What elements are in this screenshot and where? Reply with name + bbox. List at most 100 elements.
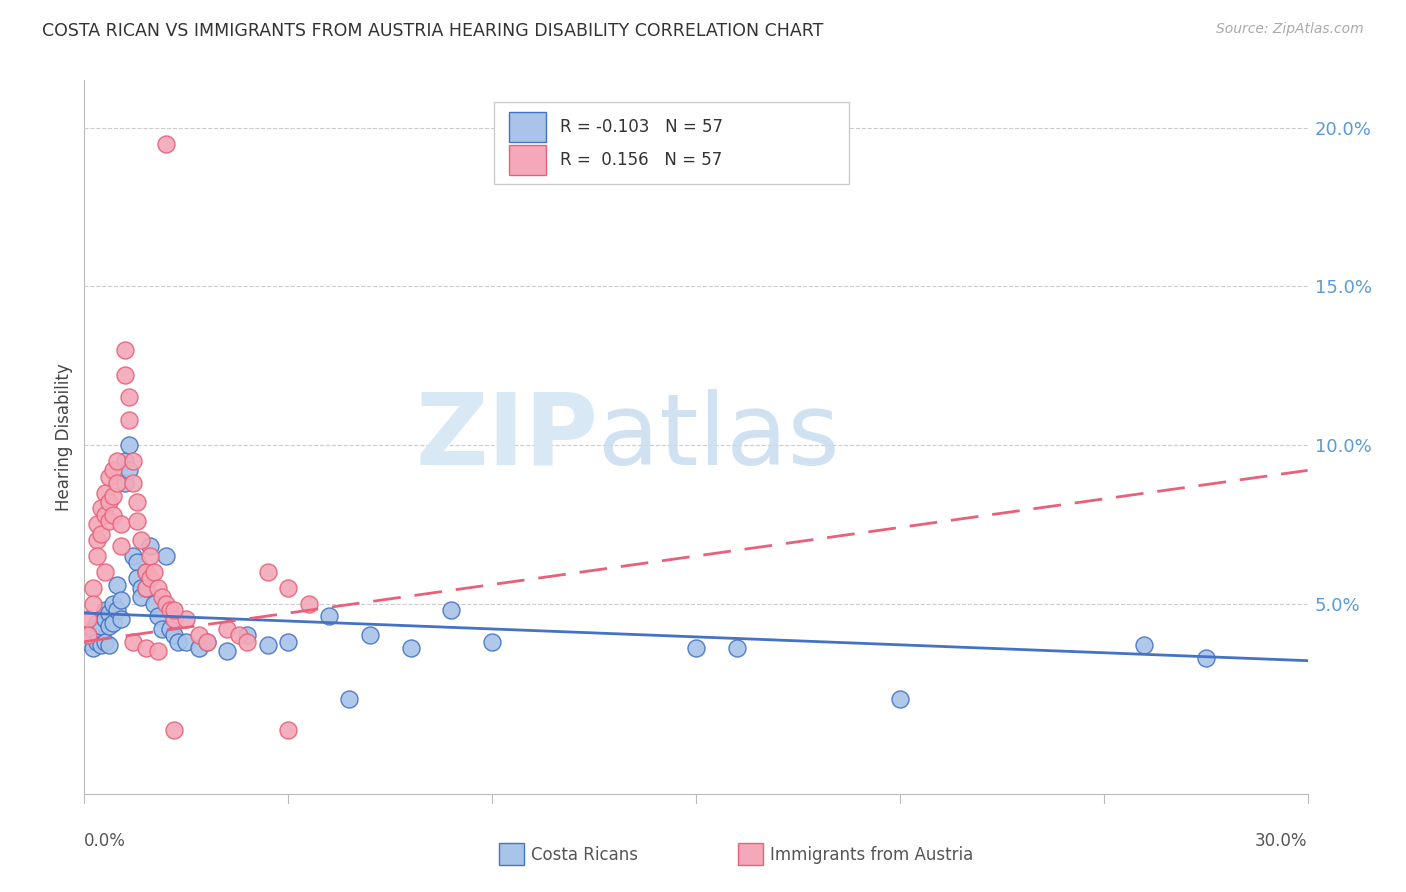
Point xyxy=(298,597,321,611)
Point xyxy=(110,612,132,626)
Point xyxy=(187,640,209,655)
Point xyxy=(440,603,463,617)
Point xyxy=(114,454,136,468)
Point xyxy=(93,603,117,617)
Point xyxy=(90,619,112,633)
Point xyxy=(195,634,218,648)
Point xyxy=(86,517,108,532)
Point xyxy=(228,628,250,642)
Point xyxy=(481,634,503,648)
Text: COSTA RICAN VS IMMIGRANTS FROM AUSTRIA HEARING DISABILITY CORRELATION CHART: COSTA RICAN VS IMMIGRANTS FROM AUSTRIA H… xyxy=(42,22,824,40)
Point xyxy=(101,508,124,522)
Text: ZIP: ZIP xyxy=(415,389,598,485)
Point xyxy=(399,640,422,655)
Point xyxy=(97,495,120,509)
Point xyxy=(217,622,239,636)
Point xyxy=(176,634,198,648)
Point xyxy=(167,634,190,648)
Text: 30.0%: 30.0% xyxy=(1256,832,1308,850)
Point xyxy=(118,463,141,477)
Point xyxy=(155,597,177,611)
Point xyxy=(114,343,136,357)
Point xyxy=(159,622,181,636)
Point xyxy=(110,593,132,607)
Point xyxy=(77,628,100,642)
Point xyxy=(127,571,149,585)
Y-axis label: Hearing Disability: Hearing Disability xyxy=(55,363,73,511)
Point xyxy=(114,476,136,491)
Point xyxy=(77,634,100,648)
Point xyxy=(685,640,707,655)
Point xyxy=(135,581,157,595)
Point xyxy=(93,508,117,522)
Point xyxy=(236,628,259,642)
Point xyxy=(163,612,186,626)
Point xyxy=(101,615,124,630)
Point xyxy=(97,469,120,483)
Point xyxy=(93,565,117,579)
Point xyxy=(236,634,259,648)
Point xyxy=(257,638,280,652)
Point xyxy=(217,644,239,658)
Point xyxy=(1133,638,1156,652)
Point xyxy=(97,619,120,633)
Point xyxy=(155,549,177,563)
Text: Immigrants from Austria: Immigrants from Austria xyxy=(770,846,974,863)
Point xyxy=(163,603,186,617)
Point xyxy=(146,609,169,624)
Point xyxy=(127,495,149,509)
Point xyxy=(97,606,120,620)
Point xyxy=(105,454,128,468)
Point xyxy=(86,549,108,563)
Point xyxy=(725,640,748,655)
Point xyxy=(86,634,108,648)
FancyBboxPatch shape xyxy=(494,102,849,184)
Point xyxy=(889,691,911,706)
Point xyxy=(82,597,104,611)
Point xyxy=(93,485,117,500)
Point xyxy=(90,638,112,652)
Point xyxy=(90,501,112,516)
Point xyxy=(93,634,117,648)
Point xyxy=(114,368,136,383)
Point xyxy=(138,540,160,554)
Point xyxy=(163,723,186,738)
Text: atlas: atlas xyxy=(598,389,839,485)
Point xyxy=(150,622,173,636)
Point xyxy=(135,581,157,595)
Point xyxy=(359,628,381,642)
Point xyxy=(127,555,149,569)
Point xyxy=(1195,650,1218,665)
Point xyxy=(90,526,112,541)
Point xyxy=(118,438,141,452)
Point xyxy=(101,597,124,611)
Point xyxy=(105,603,128,617)
Text: Source: ZipAtlas.com: Source: ZipAtlas.com xyxy=(1216,22,1364,37)
Point xyxy=(118,412,141,426)
Point xyxy=(257,565,280,579)
FancyBboxPatch shape xyxy=(509,112,546,142)
Point xyxy=(195,634,218,648)
Point xyxy=(122,549,145,563)
Point xyxy=(122,476,145,491)
Point xyxy=(187,628,209,642)
Point xyxy=(277,723,299,738)
Point xyxy=(82,622,104,636)
Point xyxy=(77,628,100,642)
Point xyxy=(135,565,157,579)
Point xyxy=(146,581,169,595)
Text: Costa Ricans: Costa Ricans xyxy=(531,846,638,863)
Point xyxy=(131,581,153,595)
Point xyxy=(118,391,141,405)
Point xyxy=(318,609,340,624)
Text: R =  0.156   N = 57: R = 0.156 N = 57 xyxy=(560,152,723,169)
Point xyxy=(110,517,132,532)
Point xyxy=(135,640,157,655)
Text: 0.0%: 0.0% xyxy=(84,832,127,850)
Point xyxy=(150,591,173,605)
Point xyxy=(155,136,177,151)
Point xyxy=(101,463,124,477)
Point xyxy=(105,476,128,491)
Point xyxy=(82,640,104,655)
Point xyxy=(135,565,157,579)
